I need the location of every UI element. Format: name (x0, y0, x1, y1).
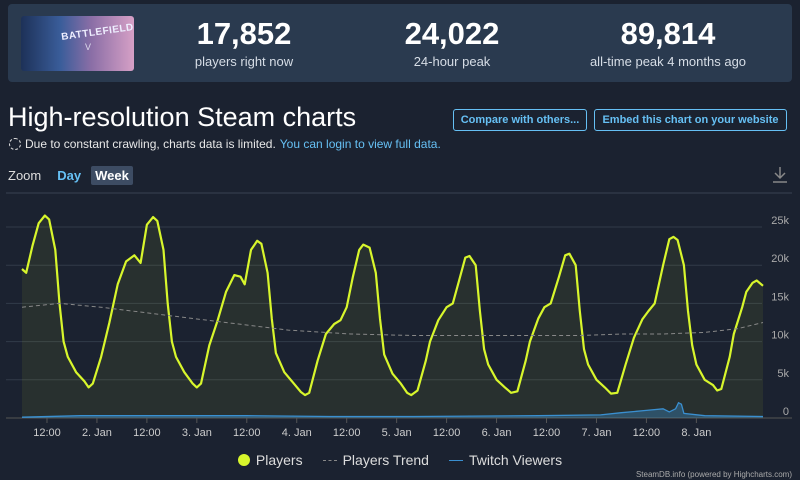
y-tick-label: 5k (777, 368, 789, 380)
y-tick-label: 15k (771, 291, 789, 303)
stat-24h-peak-label: 24-hour peak (413, 54, 491, 69)
y-tick-label: 20k (771, 253, 789, 265)
legend-twitch-label: Twitch Viewers (468, 452, 563, 468)
x-tick-label: 5. Jan (382, 427, 412, 439)
players-dot-icon (237, 454, 250, 466)
zoom-label: Zoom (8, 168, 42, 183)
legend-trend-label: Players Trend (342, 452, 429, 468)
x-tick-label: 12:00 (133, 427, 161, 439)
loading-spinner-icon (9, 138, 21, 150)
players-trend-line (21, 302, 764, 336)
stat-current: 17,852 players right now (154, 16, 334, 69)
legend-players[interactable]: Players (237, 452, 303, 468)
stat-current-label: players right now (194, 54, 294, 69)
stat-24h-peak: 24,022 24-hour peak (362, 16, 542, 69)
legend-twitch[interactable]: Twitch Viewers (448, 452, 563, 468)
x-tick-label: 12:00 (433, 427, 461, 439)
stat-all-time-peak-label: all-time peak 4 months ago (589, 54, 747, 69)
stat-all-time-peak: 89,814 all-time peak 4 months ago (578, 16, 758, 69)
players-area (22, 215, 763, 418)
notice-text: Due to constant crawling, charts data is… (25, 137, 276, 151)
stat-24h-peak-value: 24,022 (404, 16, 500, 51)
x-tick-label: 12:00 (33, 427, 61, 439)
y-tick-label: 0 (783, 406, 789, 418)
data-limited-notice: Due to constant crawling, charts data is… (9, 137, 441, 151)
x-tick-label: 4. Jan (282, 427, 312, 439)
stats-bar: BATTLEFIELD V 17,852 players right now 2… (8, 4, 792, 82)
page-title: High-resolution Steam charts (8, 102, 357, 132)
stat-all-time-peak-value: 89,814 (620, 16, 716, 51)
y-tick-label: 10k (771, 330, 789, 342)
chart-credit: SteamDB.info (powered by Highcharts.com) (635, 470, 792, 479)
twitch-viewers-line (21, 401, 764, 418)
y-tick-label: 25k (771, 215, 789, 227)
twitch-line-icon (448, 459, 463, 461)
game-thumbnail[interactable]: BATTLEFIELD V (21, 16, 134, 71)
zoom-week-button[interactable]: Week (91, 166, 133, 185)
zoom-controls: Zoom Day Week (8, 166, 133, 185)
x-tick-label: 6. Jan (482, 427, 512, 439)
stat-current-value: 17,852 (196, 16, 292, 51)
x-tick-label: 12:00 (233, 427, 261, 439)
x-tick-label: 2. Jan (82, 427, 112, 439)
x-tick-label: 12:00 (533, 427, 561, 439)
zoom-day-button[interactable]: Day (57, 168, 82, 183)
x-tick-label: 8. Jan (681, 427, 711, 439)
compare-button[interactable]: Compare with others... (453, 109, 587, 131)
login-link[interactable]: You can login to view full data. (279, 137, 441, 151)
x-tick-label: 3. Jan (182, 427, 212, 439)
download-icon[interactable] (772, 166, 788, 184)
trend-dash-icon (322, 459, 337, 461)
game-logo-sub: V (85, 42, 92, 52)
chart-legend: Players Players Trend Twitch Viewers (0, 452, 800, 468)
x-tick-label: 12:00 (333, 427, 361, 439)
players-line (21, 214, 764, 397)
game-logo-text: BATTLEFIELD (60, 21, 134, 44)
x-tick-label: 12:00 (633, 427, 661, 439)
legend-trend[interactable]: Players Trend (322, 452, 429, 468)
legend-players-label: Players (255, 452, 303, 468)
x-tick-label: 7. Jan (581, 427, 611, 439)
twitch-area (22, 402, 763, 418)
players-chart: 0 5k 10k 15k 20k 25k 12:00 2. Jan 12:00 3. Jan 12:… (6, 192, 792, 439)
embed-chart-button[interactable]: Embed this chart on your website (594, 109, 787, 131)
